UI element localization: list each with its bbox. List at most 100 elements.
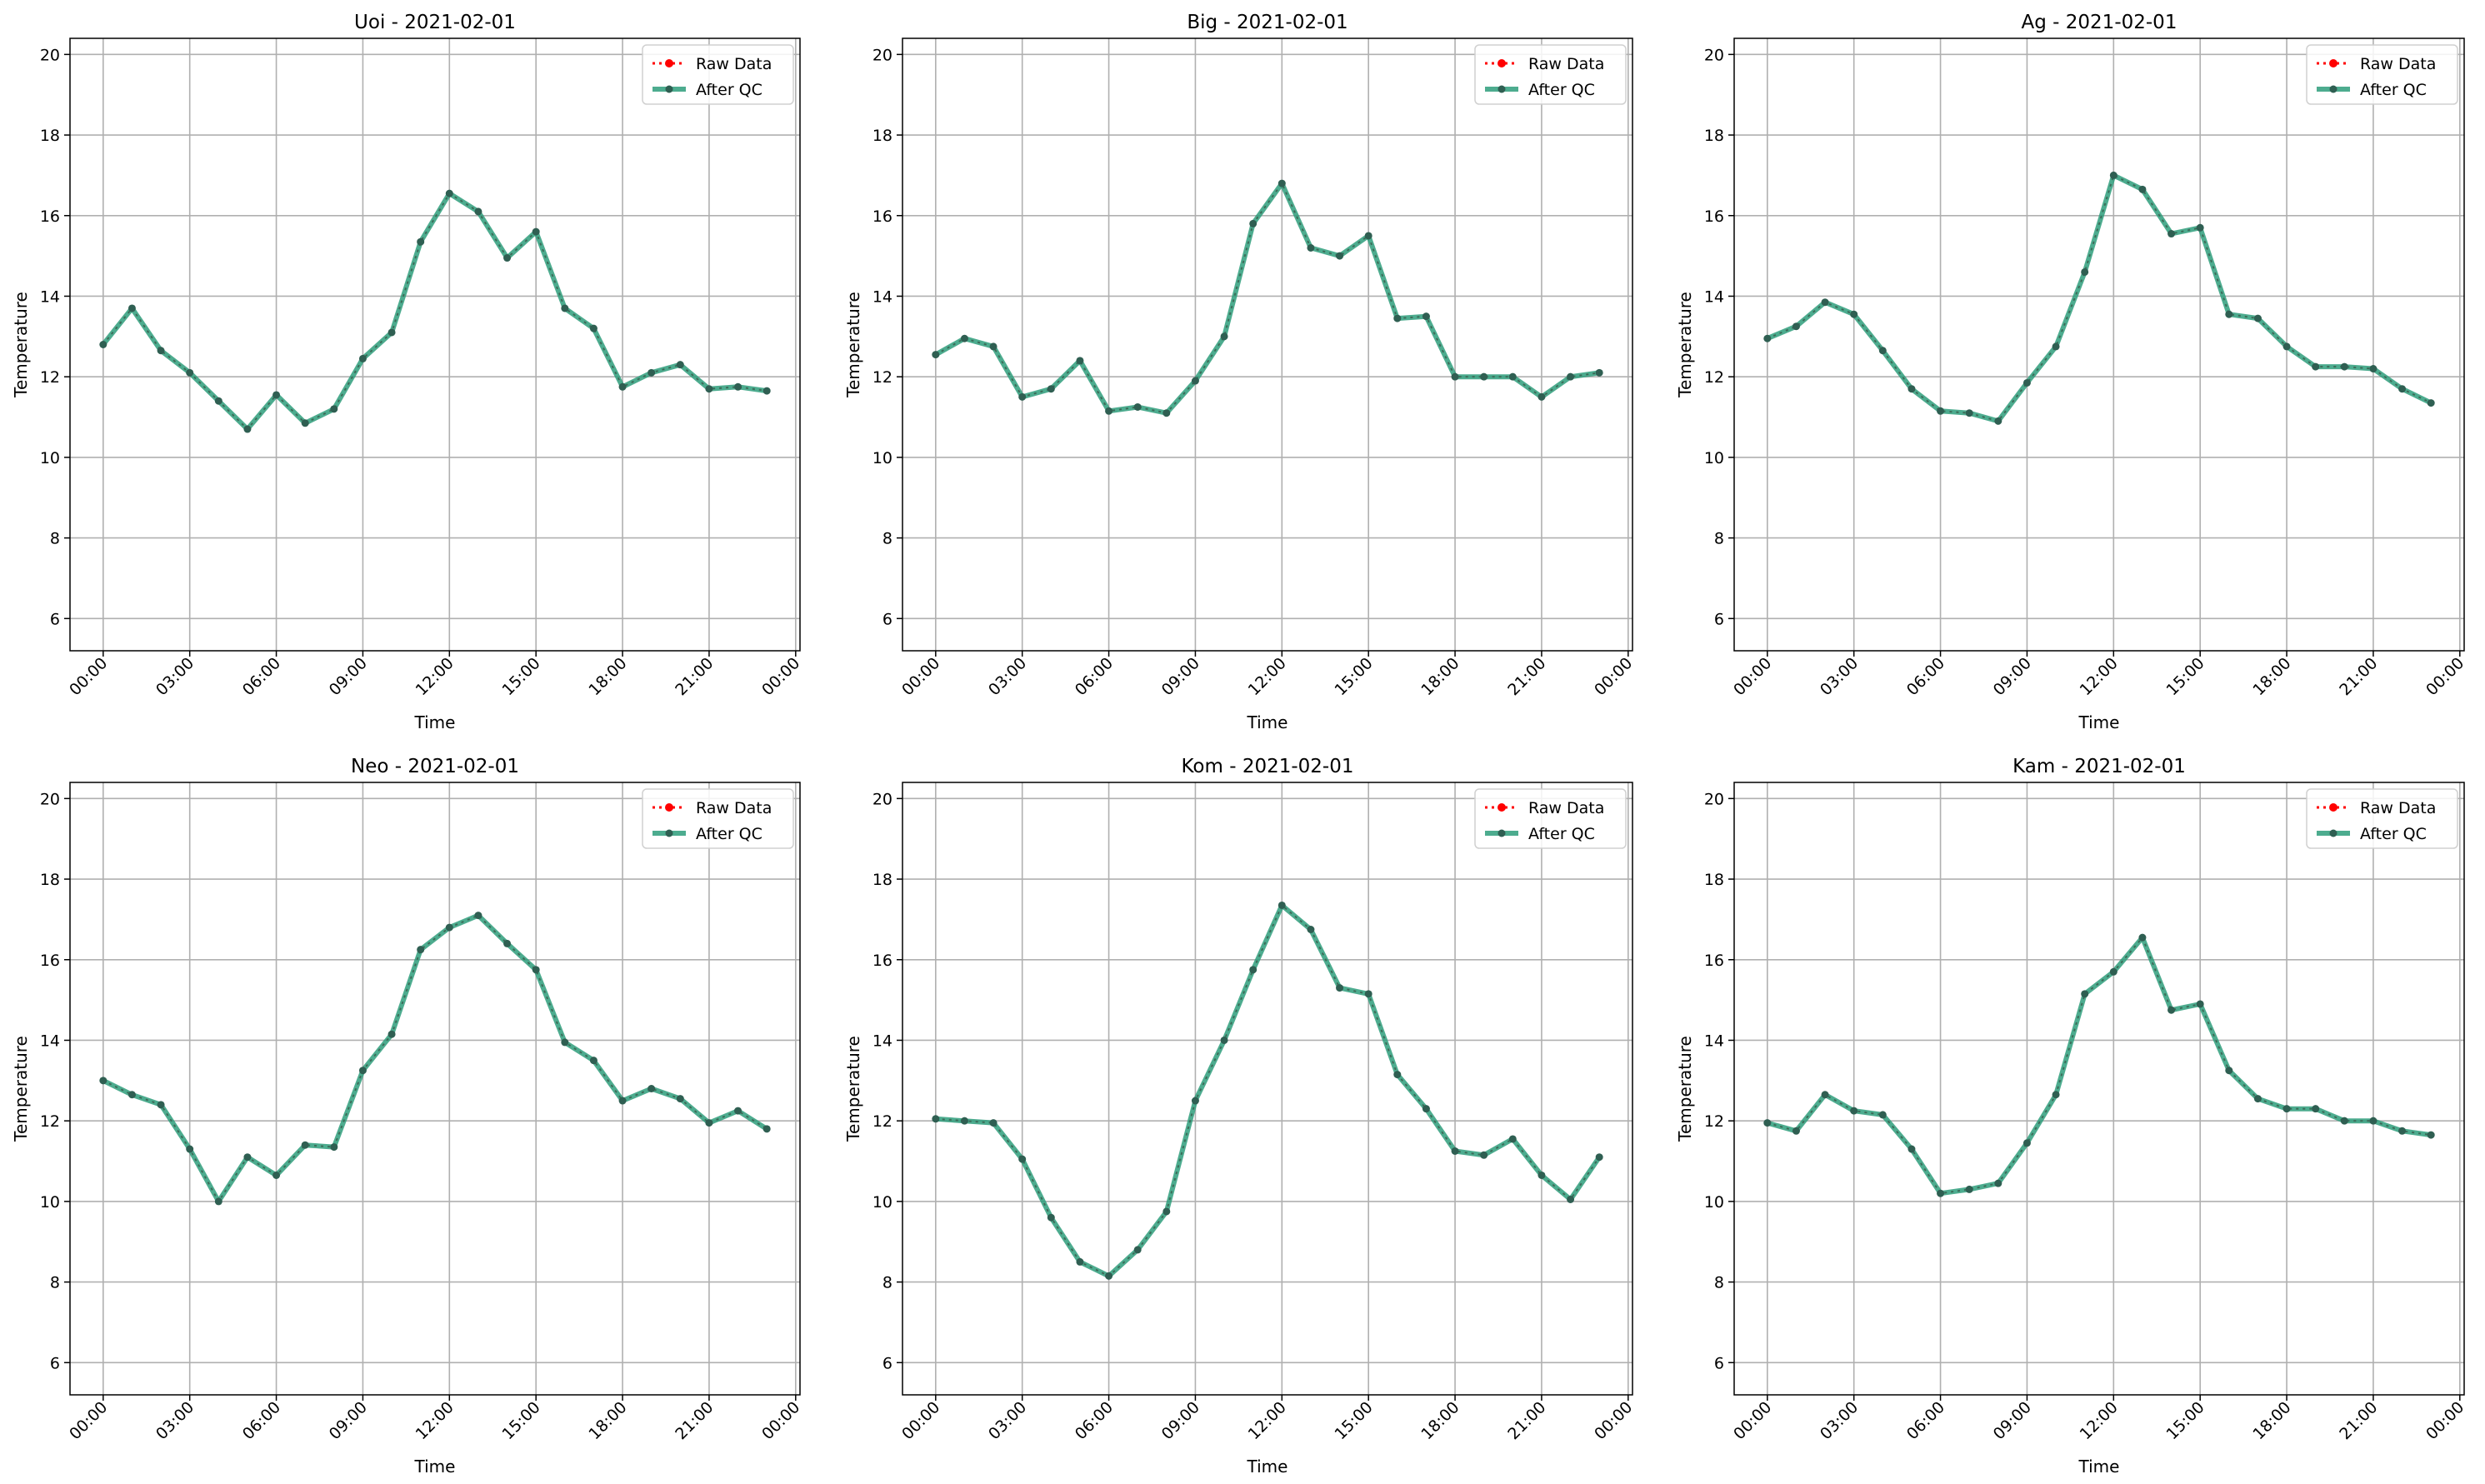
chart-2-xtick-label-2: 06:00 [1072,654,1117,699]
chart-5-ytick-label-3: 12 [872,1112,892,1131]
chart-5-ytick-label-7: 20 [872,790,892,808]
chart-4-xtick-label-7: 21:00 [672,1398,717,1443]
chart-4-legend-qc-marker [665,829,673,837]
chart-6-point-16 [2225,1067,2233,1075]
chart-6-point-22 [2398,1127,2407,1135]
chart-5-title: Kom - 2021-02-01 [1182,756,1354,777]
chart-3-xtick-label-3: 09:00 [1990,654,2035,699]
chart-2-xtick-label-1: 03:00 [985,654,1030,699]
chart-1-ytick-label-1: 8 [50,530,60,548]
chart-2-ytick-label-3: 12 [872,368,892,387]
chart-4-point-19 [648,1085,656,1092]
chart-3-legend-qc-marker [2329,85,2338,93]
chart-1-xtick-label-1: 03:00 [152,654,198,699]
chart-2-point-7 [1133,402,1142,411]
chart-3-point-20 [2340,362,2348,371]
chart-2-legend-raw-label: Raw Data [1528,55,1604,73]
chart-4-point-12 [445,923,453,932]
chart-5-xtick-label-6: 18:00 [1418,1398,1462,1443]
chart-3-ytick-label-1: 8 [1714,530,1724,548]
chart-6-series-qc-line [1766,935,2432,1197]
chart-2-point-14 [1336,252,1344,260]
chart-1-point-1 [128,304,136,312]
chart-1-point-14 [503,254,512,262]
chart-3-point-0 [1763,334,1772,342]
chart-4-xlabel: Time [414,1457,456,1477]
chart-1-xtick-label-8: 00:00 [758,654,803,699]
chart-4-point-7 [301,1141,309,1149]
chart-5-series-raw-line [935,903,1601,1277]
chart-2-xtick-label-4: 12:00 [1245,654,1290,699]
chart-5-point-2 [989,1119,998,1127]
chart-1-ytick-label-7: 20 [40,46,60,64]
chart-4-point-18 [618,1097,627,1105]
chart-2-point-6 [1105,407,1113,415]
chart-3-point-17 [2253,314,2262,322]
chart-1-point-10 [388,328,396,337]
chart-2-point-1 [960,334,968,342]
chart-2-xtick-label-8: 00:00 [1591,654,1636,699]
chart-6-axes-frame [1733,782,2465,1396]
chart-6-ytick-label-7: 20 [1704,790,1724,808]
chart-4-point-15 [532,966,540,974]
chart-1-axes-frame [69,37,801,652]
chart-4-ytick-label-7: 20 [40,790,60,808]
chart-1-series-qc-line [101,191,768,432]
chart-1-series-overlay-line [102,192,768,431]
chart-4-axes-frame [69,782,801,1396]
chart-3-point-8 [1994,417,2002,425]
chart-3-point-13 [2138,185,2147,193]
chart-5-point-17 [1422,1105,1430,1113]
chart-6-point-11 [2081,990,2089,998]
chart-2-point-0 [932,351,940,359]
chart-1-legend-raw-marker [665,59,673,67]
chart-2-point-20 [1508,372,1517,381]
chart-3-ytick-label-2: 10 [1704,449,1724,467]
chart-5-ytick-label-1: 8 [882,1274,892,1292]
chart-1-point-22 [734,382,742,391]
chart-3-xtick-label-8: 00:00 [2422,654,2468,699]
chart-1-ytick-label-3: 12 [40,368,60,387]
chart-1-point-19 [648,368,656,377]
chart-2-legend-qc-marker [1498,85,1506,93]
chart-1-point-4 [214,397,222,405]
chart-1-point-8 [330,405,338,413]
chart-2-ytick-label-6: 18 [872,127,892,145]
chart-4-point-22 [734,1107,742,1115]
chart-1-ytick-label-4: 14 [40,287,60,306]
chart-2-point-23 [1595,368,1603,377]
chart-4-xtick-label-0: 00:00 [66,1398,111,1443]
chart-5-point-18 [1451,1147,1459,1155]
chart-4-ytick-label-1: 8 [50,1274,60,1292]
chart-5-point-22 [1567,1195,1575,1203]
chart-3-xtick-label-0: 00:00 [1730,654,1775,699]
chart-6-point-14 [2168,1006,2176,1014]
chart-3-series-qc-line [1766,172,2432,424]
chart-3-legend-qc-label: After QC [2360,81,2427,99]
chart-6-point-17 [2253,1095,2262,1103]
chart-3-point-3 [1850,310,1858,318]
chart-4-legend-raw-label: Raw Data [696,799,772,817]
chart-5-xtick-label-0: 00:00 [898,1398,943,1443]
chart-5-series-overlay-line [935,904,1600,1277]
chart-3-ytick-label-6: 18 [1704,127,1724,145]
chart-6-point-13 [2138,933,2147,942]
chart-4-series-overlay-line [102,914,768,1203]
chart-6-point-15 [2196,1000,2204,1008]
chart-6-xtick-label-6: 18:00 [2249,1398,2294,1443]
chart-1-point-15 [532,227,540,236]
chart-3-point-21 [2369,365,2378,373]
chart-5-legend-raw-label: Raw Data [1528,799,1604,817]
chart-3-xtick-label-7: 21:00 [2336,654,2381,699]
chart-2-legend-qc-label: After QC [1528,81,1595,99]
chart-6-xtick-label-2: 06:00 [1903,1398,1948,1443]
chart-2-ytick-label-2: 10 [872,449,892,467]
chart-3-point-23 [2427,399,2435,407]
chart-3-legend: Raw Data After QC [2306,44,2458,105]
chart-1-xtick-label-3: 09:00 [326,654,371,699]
chart-5-point-1 [960,1117,968,1125]
chart-6-point-12 [2109,967,2118,976]
chart-5-point-23 [1595,1153,1603,1162]
chart-5-ytick-label-5: 16 [872,952,892,970]
chart-2-point-5 [1076,357,1084,365]
